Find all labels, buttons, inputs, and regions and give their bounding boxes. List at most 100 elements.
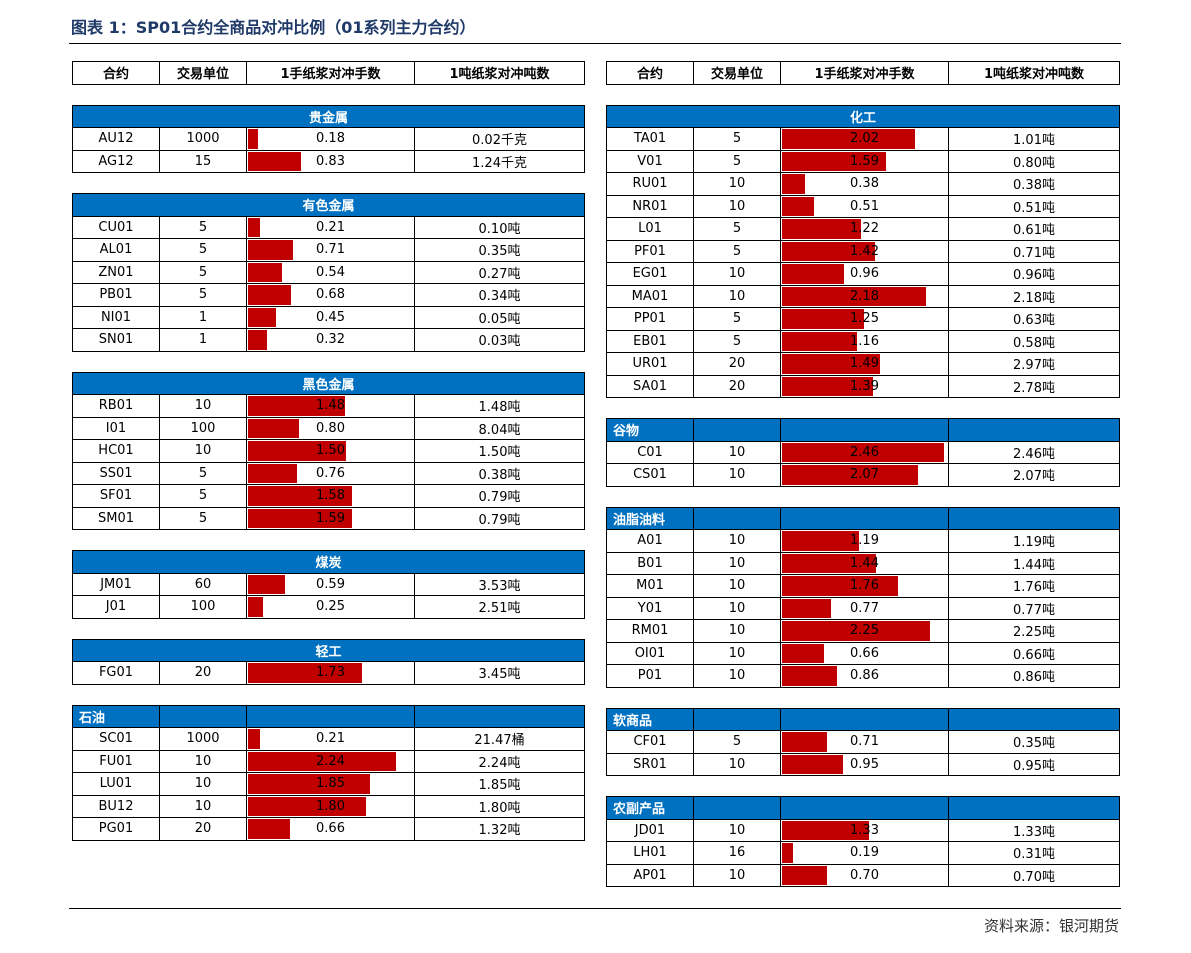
lots-cell: 0.66 <box>780 641 949 665</box>
data-bar <box>248 729 261 749</box>
data-bar <box>248 418 300 438</box>
contract-cell: J01 <box>72 595 160 619</box>
lots-value: 1.22 <box>850 221 879 237</box>
tons-cell: 0.02千克 <box>414 127 585 151</box>
data-bar <box>248 307 277 327</box>
table-row: RU01 10 0.38 0.38吨 <box>606 172 1120 196</box>
spacer-cell <box>607 486 1120 507</box>
unit-cell: 20 <box>159 661 247 685</box>
contract-cell: A01 <box>606 529 694 553</box>
unit-cell: 10 <box>693 619 781 643</box>
section-spacer <box>73 84 585 105</box>
lots-value: 1.25 <box>850 311 879 327</box>
section-title: 油脂油料 <box>606 506 694 530</box>
lots-value: 0.86 <box>850 668 879 684</box>
data-bar <box>782 174 806 194</box>
right-hedge-table: 合约 交易单位 1手纸浆对冲手数 1吨纸浆对冲吨数 化工 TA01 5 2.02 1.01吨 V0… <box>606 61 1120 887</box>
table-row: FG01 20 1.73 3.45吨 <box>72 661 585 685</box>
contract-cell: OI01 <box>606 641 694 665</box>
tons-cell: 0.51吨 <box>948 194 1120 218</box>
contract-cell: B01 <box>606 551 694 575</box>
table-row: JM01 60 0.59 3.53吨 <box>72 572 585 596</box>
data-bar <box>248 597 263 617</box>
right-table-body: 合约 交易单位 1手纸浆对冲手数 1吨纸浆对冲吨数 化工 TA01 5 2.02 1.01吨 V0… <box>606 61 1120 887</box>
table-row: Y01 10 0.77 0.77吨 <box>606 596 1120 620</box>
section-header-row: 油脂油料 <box>606 506 1120 530</box>
column-header: 合约 <box>606 61 694 85</box>
table-row: RM01 10 2.25 2.25吨 <box>606 619 1120 643</box>
column-header: 交易单位 <box>693 61 781 85</box>
lots-value: 1.39 <box>850 378 879 394</box>
table-row: SC01 1000 0.21 21.47桶 <box>72 727 585 751</box>
tons-cell: 0.31吨 <box>948 841 1120 865</box>
tons-cell: 0.58吨 <box>948 329 1120 353</box>
lots-value: 1.19 <box>850 533 879 549</box>
unit-cell: 10 <box>693 172 781 196</box>
table-row: SR01 10 0.95 0.95吨 <box>606 752 1120 776</box>
lots-value: 2.02 <box>850 131 879 147</box>
table-row: AP01 10 0.70 0.70吨 <box>606 863 1120 887</box>
lots-value: 0.59 <box>316 576 345 592</box>
lots-cell: 2.02 <box>780 127 949 151</box>
section-blank-cell <box>693 418 781 442</box>
lots-cell: 0.95 <box>780 752 949 776</box>
section-header-row: 化工 <box>606 104 1120 128</box>
lots-value: 2.18 <box>850 288 879 304</box>
lots-value: 0.95 <box>850 756 879 772</box>
unit-cell: 10 <box>693 194 781 218</box>
lots-cell: 1.85 <box>246 772 415 796</box>
table-row: EB01 5 1.16 0.58吨 <box>606 329 1120 353</box>
lots-value: 0.66 <box>850 645 879 661</box>
data-bar <box>248 508 353 528</box>
section-spacer <box>73 351 585 372</box>
data-bar <box>248 486 352 506</box>
data-bar <box>248 463 297 483</box>
lots-cell: 2.18 <box>780 284 949 308</box>
section-blank-cell <box>780 418 949 442</box>
section-header-row: 煤炭 <box>72 550 585 574</box>
tons-cell: 3.53吨 <box>414 572 585 596</box>
table-row: MA01 10 2.18 2.18吨 <box>606 284 1120 308</box>
tons-cell: 3.45吨 <box>414 661 585 685</box>
contract-cell: EB01 <box>606 329 694 353</box>
contract-cell: AL01 <box>72 238 160 262</box>
table-row: BU12 10 1.80 1.80吨 <box>72 794 585 818</box>
lots-value: 1.73 <box>316 665 345 681</box>
unit-cell: 10 <box>693 596 781 620</box>
table-row: HC01 10 1.50 1.50吨 <box>72 439 585 463</box>
contract-cell: ZN01 <box>72 260 160 284</box>
lots-cell: 0.76 <box>246 461 415 485</box>
section-blank-cell <box>693 796 781 820</box>
lots-value: 0.38 <box>850 176 879 192</box>
contract-cell: MA01 <box>606 284 694 308</box>
data-bar <box>782 843 793 863</box>
lots-value: 1.59 <box>316 510 345 526</box>
tons-cell: 0.03吨 <box>414 328 585 352</box>
contract-cell: SR01 <box>606 752 694 776</box>
lots-value: 2.07 <box>850 467 879 483</box>
spacer-cell <box>73 84 585 105</box>
lots-value: 1.49 <box>850 356 879 372</box>
section-spacer <box>73 530 585 551</box>
section-title: 贵金属 <box>72 104 585 128</box>
tons-cell: 1.19吨 <box>948 529 1120 553</box>
tons-cell: 0.77吨 <box>948 596 1120 620</box>
table-row: SS01 5 0.76 0.38吨 <box>72 461 585 485</box>
lots-cell: 1.25 <box>780 307 949 331</box>
lots-value: 1.48 <box>316 398 345 414</box>
unit-cell: 16 <box>693 841 781 865</box>
lots-value: 0.45 <box>316 309 345 325</box>
data-bar <box>782 442 945 462</box>
table-row: LU01 10 1.85 1.85吨 <box>72 772 585 796</box>
unit-cell: 60 <box>159 572 247 596</box>
contract-cell: NR01 <box>606 194 694 218</box>
contract-cell: FU01 <box>72 749 160 773</box>
unit-cell: 10 <box>693 641 781 665</box>
lots-cell: 0.86 <box>780 664 949 688</box>
unit-cell: 100 <box>159 416 247 440</box>
contract-cell: SS01 <box>72 461 160 485</box>
contract-cell: P01 <box>606 664 694 688</box>
table-row: B01 10 1.44 1.44吨 <box>606 551 1120 575</box>
section-blank-cell <box>780 506 949 530</box>
unit-cell: 1 <box>159 328 247 352</box>
